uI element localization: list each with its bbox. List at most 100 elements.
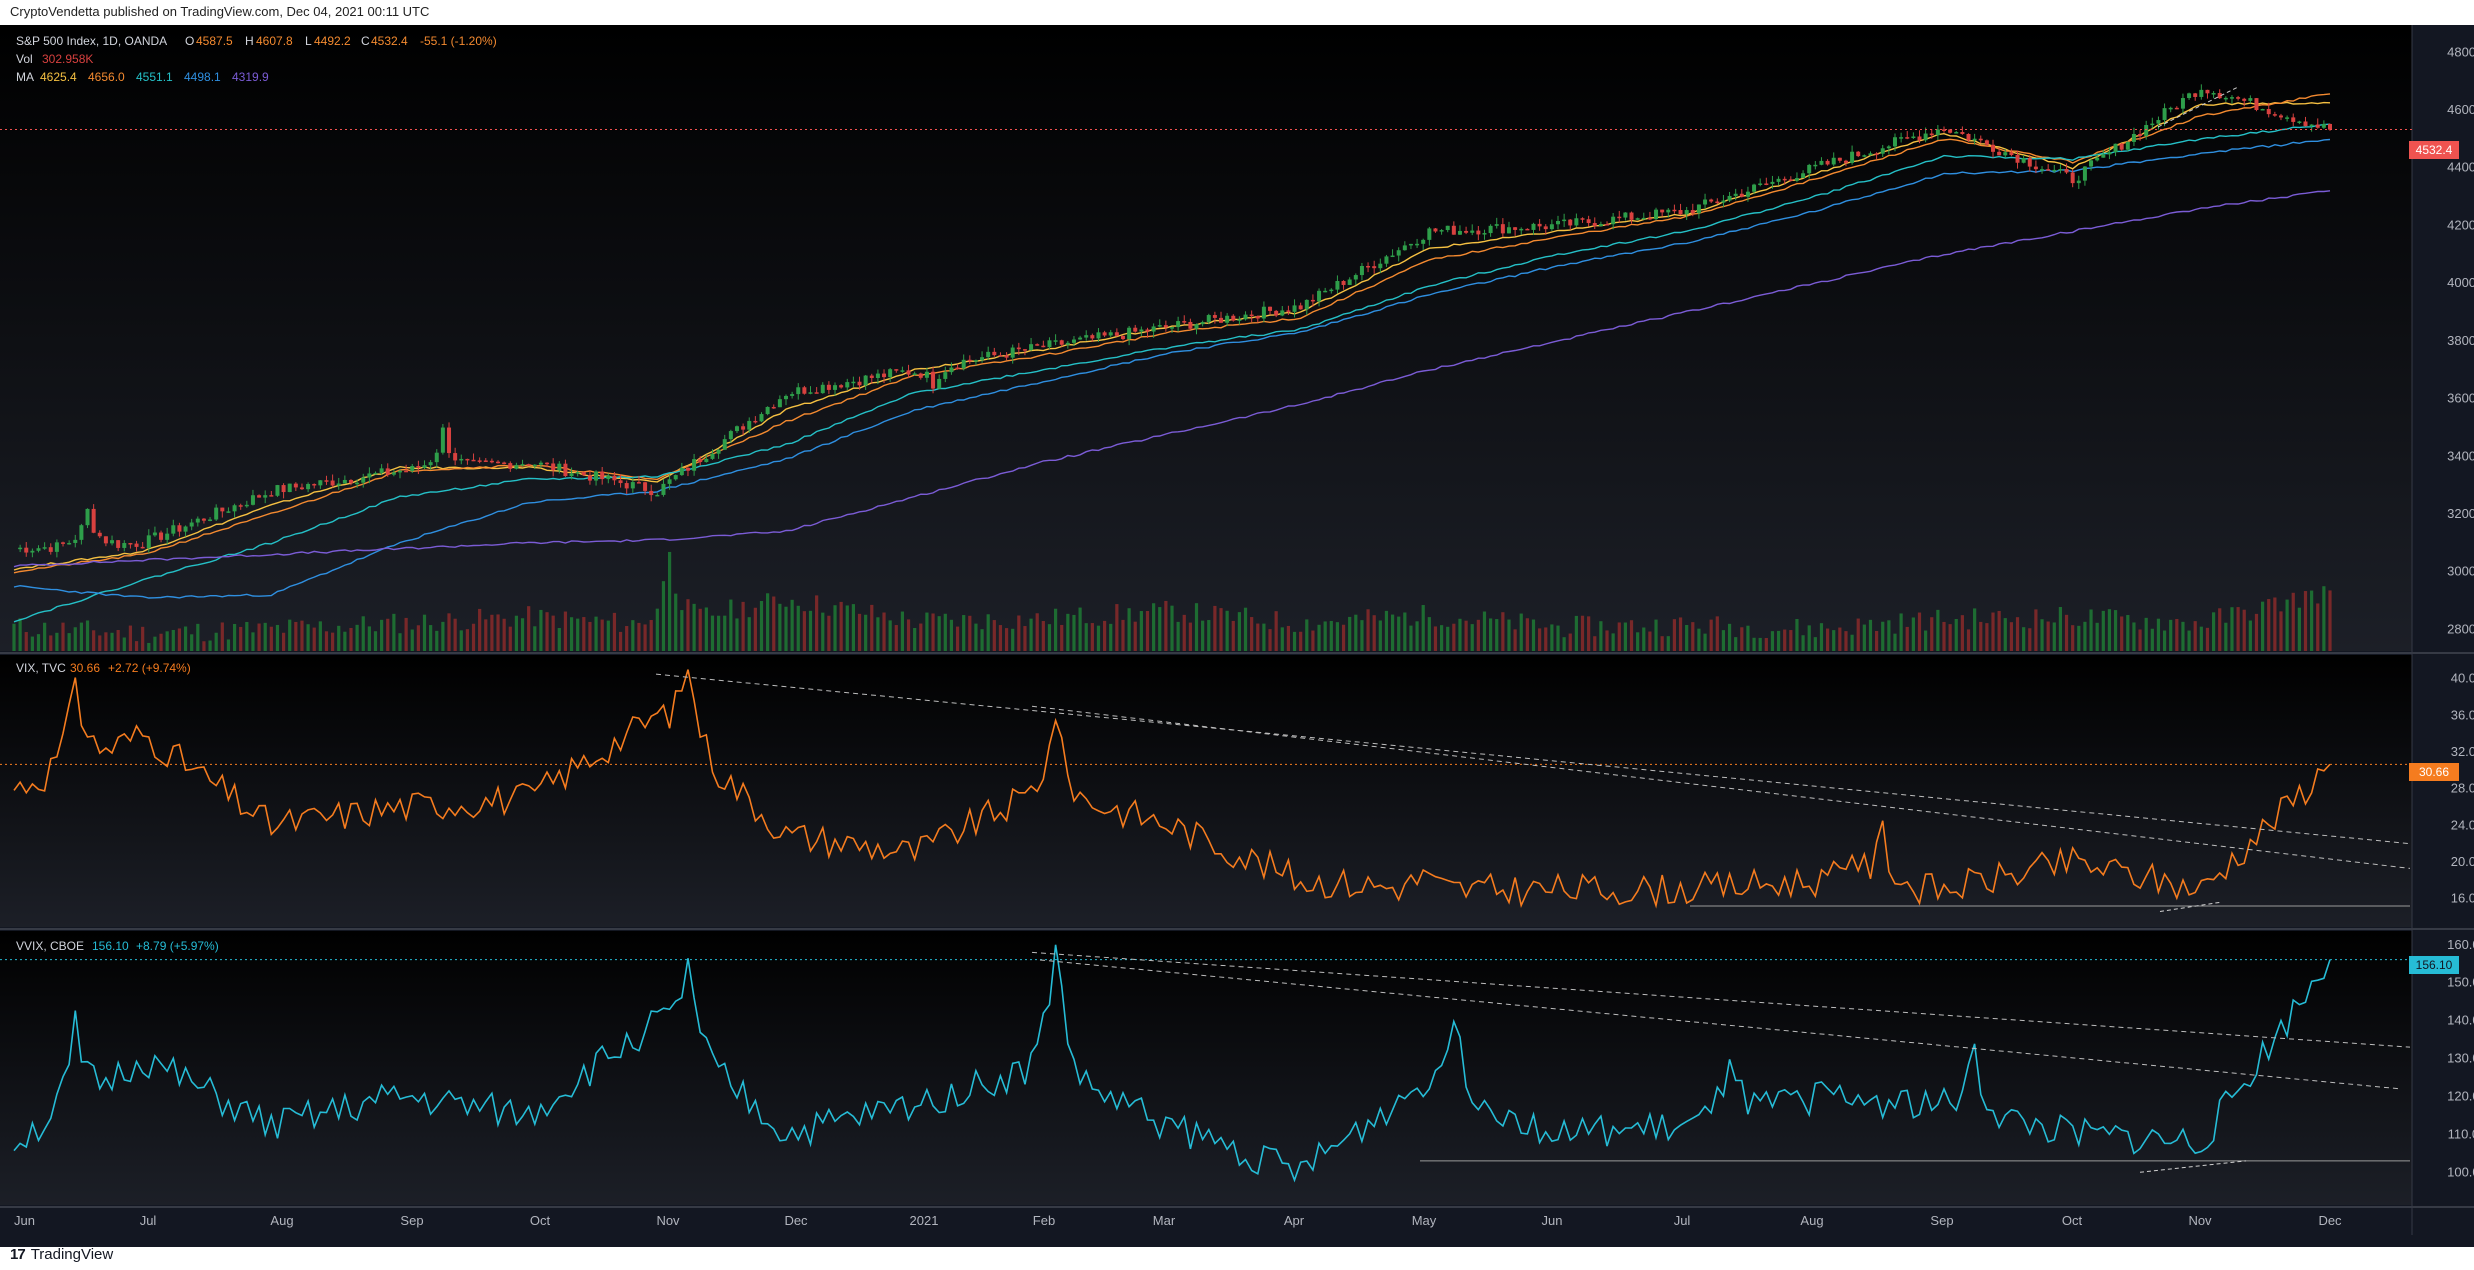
candle-body [2125, 141, 2130, 150]
candle-body [214, 507, 219, 520]
volume-bar [1881, 621, 1885, 651]
volume-bar [1103, 620, 1107, 651]
volume-bar [992, 620, 996, 651]
volume-bar [1029, 618, 1033, 651]
pane-background [0, 931, 2412, 1205]
volume-bar [778, 603, 782, 651]
x-tick-label: 2021 [910, 1213, 939, 1228]
candle-body [85, 508, 90, 526]
volume-bar [1421, 605, 1425, 651]
volume-bar [1109, 623, 1113, 651]
vix-value: 30.66 [70, 661, 100, 675]
volume-bar [1734, 637, 1738, 651]
candle-body [1684, 210, 1689, 215]
volume-bar [747, 617, 751, 651]
candle-body [477, 460, 482, 462]
volume-bar [729, 599, 733, 651]
volume-bar [1329, 620, 1333, 651]
volume-bar [1832, 630, 1836, 651]
candle-body [30, 550, 35, 553]
volume-bar [1531, 619, 1536, 651]
candle-body [2236, 97, 2241, 99]
volume-bar [894, 625, 898, 651]
candle-body [1176, 321, 1181, 328]
volume-bar [2077, 625, 2081, 651]
volume-bar [1672, 619, 1677, 651]
candle-body [1960, 132, 1965, 134]
x-tick-label: May [1412, 1213, 1437, 1228]
candle-body [1029, 344, 1034, 350]
candle-body [287, 483, 292, 493]
vvix-line [13, 944, 2331, 1183]
candle-body [2131, 133, 2136, 142]
candle-body [2058, 169, 2063, 171]
volume-bar [839, 601, 843, 651]
volume-bar [931, 613, 935, 651]
candle-body [728, 431, 733, 440]
candle-body [679, 467, 684, 476]
spx-o-label: O [185, 34, 194, 48]
volume-bar [275, 624, 280, 651]
candle-body [912, 373, 917, 375]
volume-bar [857, 613, 862, 651]
volume-bar [796, 605, 800, 651]
vix-change: +2.72 (+9.74%) [108, 661, 191, 675]
candle-body [404, 470, 409, 473]
volume-bar [1372, 615, 1376, 651]
spx-y-tick: 3600.0 [2447, 391, 2474, 406]
candle-body [122, 543, 127, 548]
volume-bar [2064, 614, 2069, 651]
ma-line-4 [13, 138, 2331, 599]
candle-body [992, 351, 997, 356]
volume-bar [1237, 612, 1241, 651]
candle-body [48, 547, 53, 552]
volume-bar [1893, 633, 1897, 651]
volume-bar [1629, 620, 1634, 651]
volume-bar [269, 626, 273, 651]
candle-body [2046, 169, 2051, 171]
volume-bar [1489, 618, 1493, 651]
candle-body [1623, 212, 1628, 218]
candle-body [67, 542, 72, 545]
candle-body [171, 525, 176, 534]
candle-body [1347, 279, 1352, 285]
volume-bar [821, 612, 825, 651]
chart-canvas[interactable]: Jun Jul Aug Sep Oct Nov Dec 2021 Feb Mar Apr May Jun… [0, 25, 2474, 1247]
volume-bar [998, 625, 1003, 651]
volume-bar [79, 622, 83, 651]
spx-price-tag-text: 4532.4 [2416, 143, 2453, 157]
volume-bar [1691, 622, 1695, 651]
tradingview-logo-icon: 17 [10, 1246, 26, 1263]
vvix-y-tick: 160.00 [2447, 937, 2474, 952]
volume-bar [631, 620, 635, 651]
candle-body [1464, 230, 1469, 233]
candle-body [1954, 132, 1959, 134]
x-tick-label: Aug [270, 1213, 293, 1228]
candle-body [1237, 319, 1242, 321]
volume-bar [1243, 607, 1248, 651]
volume-bar [2236, 607, 2240, 651]
candle-body [1084, 335, 1089, 338]
candle-body [1917, 136, 1922, 141]
volume-bar [1458, 618, 1462, 651]
candle-body [2021, 158, 2026, 163]
candle-body [2015, 155, 2020, 163]
candle-body [1396, 250, 1401, 256]
tradingview-logo[interactable]: 17 TradingView [10, 1246, 113, 1263]
candle-body [1102, 332, 1107, 336]
candle-body [655, 494, 660, 497]
candle-body [1690, 210, 1695, 214]
volume-bar [2248, 620, 2252, 651]
candle-body [1286, 310, 1291, 312]
candle-body [863, 375, 868, 386]
volume-bar [1292, 631, 1297, 651]
spx-high: 4607.8 [256, 34, 293, 48]
candle-body [1268, 306, 1273, 311]
volume-bar [1660, 636, 1664, 651]
volume-bar [2144, 617, 2148, 651]
volume-bar [484, 619, 488, 651]
volume-bar [1875, 630, 1879, 651]
candle-body [2285, 117, 2290, 119]
volume-bar [1053, 608, 1058, 651]
spx-title: S&P 500 Index, 1D, OANDA [16, 34, 167, 48]
